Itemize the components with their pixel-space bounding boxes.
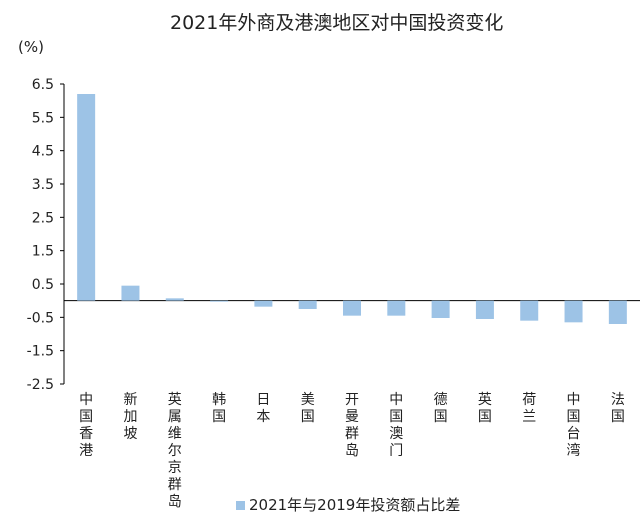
legend-swatch bbox=[236, 501, 245, 510]
x-category-label: 英国 bbox=[478, 391, 492, 425]
bar bbox=[387, 300, 406, 316]
y-tick-label: 2.5 bbox=[32, 210, 54, 226]
y-tick-label: 6.5 bbox=[32, 77, 54, 93]
bar bbox=[343, 300, 361, 316]
x-category-label: 法国 bbox=[611, 392, 625, 425]
x-category-label: 美国 bbox=[301, 392, 315, 425]
x-category-label: 开曼群岛 bbox=[345, 392, 359, 459]
x-category-label: 英属维尔京群岛 bbox=[168, 391, 182, 510]
bar bbox=[77, 94, 96, 301]
y-axis-unit-label: (%) bbox=[18, 38, 44, 56]
x-category-label: 韩国 bbox=[212, 392, 226, 425]
x-category-label: 中国台湾 bbox=[567, 392, 581, 459]
x-category-label: 荷兰 bbox=[522, 392, 536, 425]
bar bbox=[475, 300, 494, 319]
legend-label: 2021年与2019年投资额占比差 bbox=[249, 496, 461, 514]
bar bbox=[520, 300, 539, 321]
x-category-label: 德国 bbox=[434, 392, 448, 425]
y-tick-label: -0.5 bbox=[27, 310, 54, 326]
bar bbox=[121, 285, 140, 301]
bar bbox=[165, 298, 184, 301]
bar bbox=[608, 300, 627, 324]
x-category-label: 中国澳门 bbox=[389, 392, 403, 459]
bar bbox=[210, 300, 229, 302]
bar bbox=[564, 300, 583, 323]
y-tick-label: 0.5 bbox=[32, 277, 54, 293]
chart-title: 2021年外商及港澳地区对中国投资变化 bbox=[170, 12, 504, 34]
y-tick-label: 5.5 bbox=[32, 110, 54, 126]
x-category-label: 日本 bbox=[256, 392, 270, 425]
y-tick-label: -2.5 bbox=[27, 377, 54, 393]
y-tick-label: -1.5 bbox=[27, 344, 54, 360]
bar bbox=[298, 300, 317, 309]
y-tick-label: 4.5 bbox=[32, 144, 54, 160]
bar bbox=[431, 300, 450, 318]
x-category-label: 新加坡 bbox=[123, 392, 137, 442]
y-tick-label: 1.5 bbox=[32, 244, 54, 260]
y-tick-label: 3.5 bbox=[32, 177, 54, 193]
x-category-label: 中国香港 bbox=[79, 392, 93, 459]
bar bbox=[254, 300, 273, 307]
chart-legend: 2021年与2019年投资额占比差 bbox=[236, 494, 460, 515]
